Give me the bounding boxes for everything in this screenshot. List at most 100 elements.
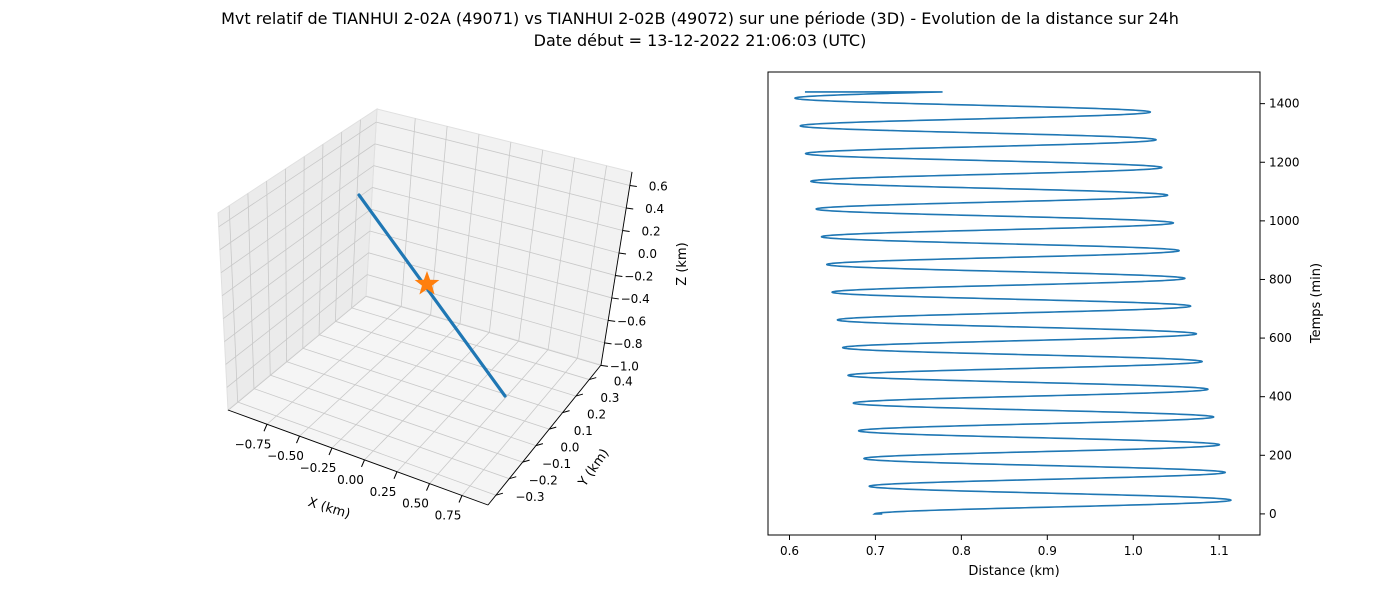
z-tick-label-3d: 0.4 — [645, 202, 664, 216]
grid-z-back — [376, 121, 630, 186]
plot-2d: 0.6 0.7 0.8 0.9 1.0 1.1 0 200 400 600 800 1000 1200… — [767, 71, 1324, 579]
figure-subtitle: Date début = 13-12-2022 21:06:03 (UTC) — [533, 31, 867, 50]
z-axis-label-3d: Z (km) — [675, 242, 690, 285]
y-tick-label-2d: 0 — [1269, 507, 1277, 521]
z-tick-mark — [604, 342, 612, 345]
grid-y-floor — [335, 320, 577, 397]
grid-z-back — [369, 230, 612, 299]
y-tick-label-3d: −0.1 — [542, 457, 571, 471]
y-tick-label-3d: 0.4 — [614, 375, 633, 389]
grid-x-back — [577, 165, 607, 359]
y-tick-mark — [495, 492, 504, 496]
grid-x-back — [547, 157, 576, 350]
grid-z-back — [365, 295, 602, 366]
origin-star-marker — [414, 271, 440, 295]
grid-z-left — [221, 187, 373, 296]
z-tick-mark — [615, 274, 623, 277]
y-tick-label-2d: 1000 — [1269, 214, 1300, 228]
z-axis-line-3d — [600, 171, 633, 366]
grid-y-left — [266, 181, 271, 376]
x-axis-label-2d: Distance (km) — [968, 564, 1059, 579]
z-tick-mark — [611, 297, 619, 300]
grid-y-left — [285, 168, 287, 362]
grid-y-floor — [270, 374, 523, 463]
z-tick-label-3d: −1.0 — [610, 359, 639, 373]
grid-z-left — [224, 230, 371, 342]
grid-z-back — [367, 274, 605, 344]
grid-z-left — [219, 143, 376, 251]
y-tick-label-2d: 800 — [1269, 272, 1292, 286]
plot-2d-frame — [767, 71, 1261, 536]
grid-x-back — [400, 118, 416, 307]
x-tick-label-2d: 1.1 — [1210, 544, 1229, 558]
y-tick-mark — [562, 410, 570, 414]
grid-x-floor — [461, 357, 578, 496]
x-tick-mark — [296, 435, 300, 444]
grid-3d — [218, 118, 630, 496]
y-tick-label-2d: 200 — [1269, 448, 1292, 462]
grid-z-left — [223, 208, 372, 319]
figure-title: Mvt relatif de TIANHUI 2-02A (49071) vs … — [221, 9, 1179, 28]
grid-y-floor — [351, 307, 590, 380]
grid-y-left — [247, 193, 255, 389]
grid-y-floor — [237, 401, 497, 496]
y-tick-mark — [509, 476, 517, 480]
grid-x-floor — [364, 331, 490, 461]
x-tick-mark — [361, 459, 365, 468]
x-axis-line-3d — [227, 409, 489, 506]
z-tick-label-3d: −0.8 — [613, 337, 642, 351]
y-axis-label-2d: Temps (min) — [1309, 263, 1324, 344]
grid-z-left — [220, 165, 374, 274]
z-tick-mark — [626, 207, 634, 210]
x-tick-mark — [263, 424, 268, 432]
y-axis-line-3d — [487, 364, 602, 506]
grid-x-back — [459, 134, 480, 324]
distance-series-line — [794, 91, 1232, 515]
z-tick-label-3d: −0.2 — [624, 269, 653, 283]
y-tick-mark — [535, 443, 544, 447]
z-tick-mark — [608, 319, 616, 322]
trajectory-line-3d — [357, 193, 507, 398]
grid-y-left — [318, 144, 324, 335]
y-tick-mark — [589, 377, 597, 381]
x-tick-label-2d: 0.9 — [1038, 544, 1057, 558]
z-tick-label-3d: 0.6 — [649, 180, 668, 194]
y-ticks-2d: 0 200 400 600 800 1000 1200 1400 — [1260, 97, 1300, 521]
y-tick-label-2d: 1200 — [1269, 155, 1300, 169]
y-tick-label-3d: −0.3 — [515, 490, 544, 504]
grid-y-left — [351, 119, 361, 308]
grid-y-left — [228, 205, 239, 403]
y-tick-label-3d: 0.2 — [587, 408, 606, 422]
x-ticks-2d: 0.6 0.7 0.8 0.9 1.0 1.1 — [780, 535, 1229, 558]
x-tick-label-3d: −0.50 — [267, 449, 304, 463]
y-tick-mark — [522, 459, 530, 463]
x-tick-label-3d: 0.50 — [402, 497, 429, 511]
grid-y-floor — [286, 361, 537, 447]
grid-z-back — [372, 187, 620, 254]
plot-3d: −0.75−0.50−0.250.00 0.25 0.50 0.75 −0.3 −0.2 −… — [217, 108, 690, 523]
y-tick-label-3d: 0.3 — [600, 391, 619, 405]
z-tick-mark — [618, 252, 627, 255]
x-tick-label-3d: −0.25 — [300, 461, 337, 475]
z-tick-mark — [600, 364, 609, 367]
grid-x-floor — [396, 340, 520, 473]
grid-z-left — [225, 252, 369, 365]
y-tick-label-2d: 1400 — [1269, 97, 1300, 111]
y-tick-label-3d: 0.1 — [574, 424, 593, 438]
grid-y-floor — [253, 388, 510, 480]
grid-y-floor — [302, 347, 550, 430]
z-tick-mark — [629, 185, 637, 188]
x-tick-mark — [393, 471, 398, 479]
grid-z-back — [374, 143, 627, 209]
grid-z-left — [226, 274, 368, 388]
y-tick-mark — [575, 393, 584, 397]
x-tick-label-3d: −0.75 — [235, 437, 272, 451]
y-tick-label-3d: 0.0 — [560, 441, 579, 455]
grid-x-floor — [266, 306, 402, 425]
grid-z-left — [227, 296, 367, 411]
x-tick-label-2d: 0.6 — [780, 544, 799, 558]
z-tick-label-3d: −0.6 — [617, 314, 646, 328]
x-tick-label-2d: 0.7 — [866, 544, 885, 558]
grid-x-floor — [299, 314, 431, 437]
grid-x-back — [518, 149, 544, 341]
